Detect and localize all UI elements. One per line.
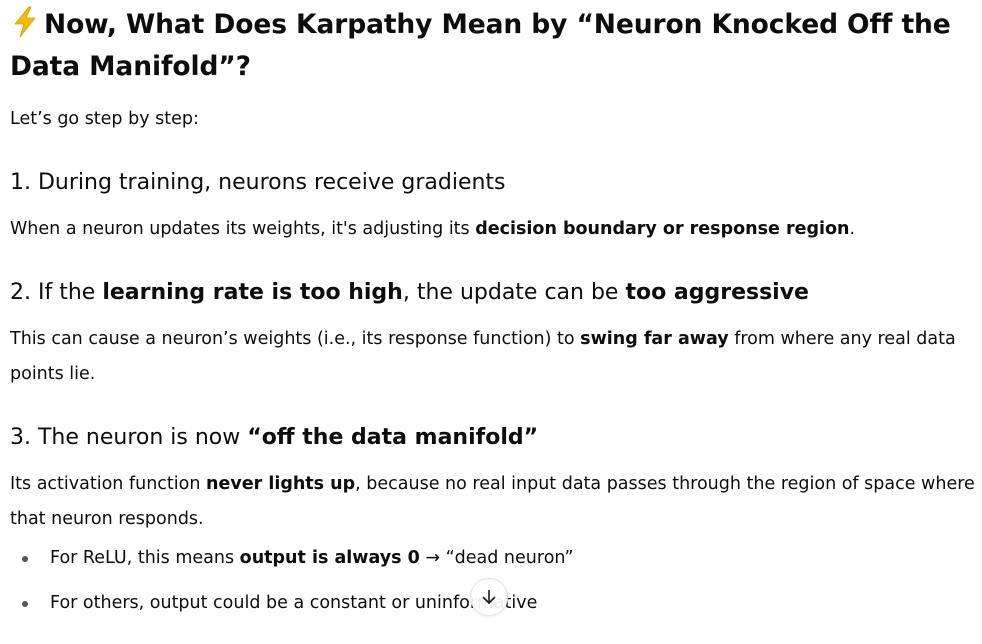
step-2-body-end: from where any real data points lie. <box>10 329 956 384</box>
step-1-title: 1. During training, neurons receive grad… <box>10 170 506 195</box>
step-2-title-bold-2: too aggressive <box>625 280 809 305</box>
step-2-title: 2. If the learning rate is too high, the… <box>10 274 975 312</box>
step-3-body-bold: never lights up <box>206 474 356 494</box>
intro-text: Let’s go step by step: <box>10 109 199 129</box>
lightning-bolt-icon <box>10 6 40 38</box>
bullet-1-text: For ReLU, this means <box>50 548 240 568</box>
bullet-dot <box>22 556 28 562</box>
bullet-1-end: → “dead neuron” <box>419 548 574 568</box>
step-3-body-text: Its activation function <box>10 474 206 494</box>
step-1-body-bold: decision boundary or response region <box>475 219 850 239</box>
step-2-title-mid: , the update can be <box>402 280 626 305</box>
step-3-bullet-list: For ReLU, this means output is always 0 … <box>10 541 975 621</box>
step-1-body-end: . <box>849 219 856 239</box>
arrow-down-icon <box>480 588 498 606</box>
step-3-body-end: , because no real input data passes thro… <box>10 474 975 529</box>
step-3-title-text: 3. The neuron is now <box>10 425 248 450</box>
step-2-title-text: 2. If the <box>10 280 103 305</box>
step-1-body: When a neuron updates its weights, it's … <box>10 212 975 247</box>
list-item: For others, output could be a constant o… <box>10 586 975 621</box>
step-3-title: 3. The neuron is now “off the data manif… <box>10 419 975 457</box>
step-3-title-bold: “off the data manifold” <box>247 425 539 450</box>
bullet-dot <box>22 601 28 607</box>
scroll-to-bottom-button[interactable] <box>470 578 508 616</box>
section-heading-text: Now, What Does Karpathy Mean by “Neuron … <box>10 9 951 82</box>
list-item: For ReLU, this means output is always 0 … <box>10 541 975 576</box>
step-2-title-bold-1: learning rate is too high <box>102 280 403 305</box>
bullet-1-bold: output is always 0 <box>239 548 420 568</box>
step-1-body-text: When a neuron updates its weights, it's … <box>10 219 476 239</box>
step-2-body-bold: swing far away <box>580 329 729 349</box>
step-2-body-text: This can cause a neuron’s weights (i.e.,… <box>10 329 581 349</box>
section-heading: Now, What Does Karpathy Mean by “Neuron … <box>10 4 975 88</box>
step-3-body: Its activation function never lights up,… <box>10 467 975 537</box>
bullet-2-text: For others, output could be a constant o… <box>50 593 538 613</box>
message-content: Now, What Does Karpathy Mean by “Neuron … <box>10 4 975 631</box>
step-2-body: This can cause a neuron’s weights (i.e.,… <box>10 322 975 392</box>
